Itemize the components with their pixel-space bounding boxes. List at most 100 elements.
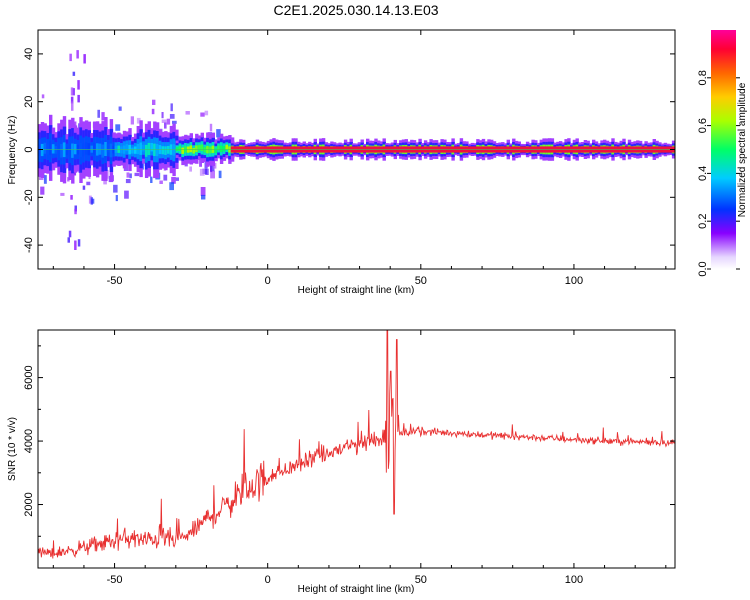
band-cell [93, 142, 97, 155]
noise-speck [126, 172, 130, 178]
noise-streak [70, 195, 73, 200]
noise-speck [125, 179, 131, 184]
band-cell [219, 145, 224, 153]
spec-y-tick-label: 20 [23, 96, 35, 108]
band-cell [189, 145, 193, 153]
noise-streak [72, 88, 75, 96]
noise-streak [67, 237, 70, 243]
noise-speck [152, 99, 156, 105]
noise-speck [175, 177, 179, 181]
colorbar-tick-label: 0.6 [697, 118, 709, 133]
noise-speck [189, 166, 192, 172]
noise-streak [72, 71, 76, 76]
noise-speck [113, 184, 118, 193]
noise-speck [163, 174, 168, 181]
band-cell [214, 148, 218, 154]
colorbar-tick-label: 0.2 [697, 214, 709, 229]
noise-speck [90, 197, 93, 205]
noise-streak [68, 230, 72, 238]
band-cell [106, 143, 111, 153]
band-cell [82, 143, 86, 157]
spec-x-tick-label: 50 [415, 275, 427, 287]
snr-y-tick-label: 4000 [23, 429, 35, 453]
band-cell [197, 145, 202, 151]
noise-speck [161, 112, 164, 119]
band-cell [131, 147, 135, 154]
noise-speck [161, 119, 167, 123]
noise-speck [124, 190, 129, 199]
snr-x-tick-label: 100 [565, 574, 583, 586]
noise-streak [77, 80, 80, 90]
noise-speck [101, 112, 105, 121]
noise-speck [216, 129, 221, 138]
band-cell [57, 143, 61, 155]
noise-speck [60, 192, 65, 196]
colorbar-tick-label: 0.8 [697, 70, 709, 85]
spec-y-tick-label: -40 [23, 237, 35, 253]
spectrogram-xlabel: Height of straight line (km) [298, 285, 415, 296]
band-cell [125, 144, 129, 152]
snr-plot [38, 330, 675, 559]
noise-speck [210, 165, 215, 172]
band-cell [79, 142, 83, 158]
noise-streak [74, 205, 77, 212]
band-cell [71, 143, 75, 158]
noise-speck [115, 124, 121, 131]
band-cell [222, 146, 227, 152]
band-cell [195, 145, 199, 153]
noise-speck [41, 94, 45, 99]
band-cell [192, 148, 196, 154]
noise-streak [74, 240, 77, 250]
band-cell [155, 144, 160, 157]
snr-ylabel: SNR (10 * v/v) [7, 417, 18, 481]
spec-x-tick-label: 100 [565, 275, 583, 287]
band-cell [181, 147, 185, 154]
noise-speck [199, 168, 205, 176]
noise-speck [134, 172, 140, 177]
band-cell [178, 146, 182, 152]
noise-speck [150, 176, 153, 183]
noise-speck [169, 182, 174, 191]
noise-speck [97, 109, 100, 118]
band-cell [51, 144, 56, 154]
band-cell [164, 146, 168, 155]
snr-x-tick-label: -50 [107, 574, 123, 586]
spectrogram-plot [38, 50, 675, 250]
noise-streak [70, 96, 74, 104]
snr-y-tick-label: 6000 [23, 365, 35, 389]
noise-speck [159, 180, 163, 184]
band-cell [200, 144, 204, 152]
noise-speck [170, 103, 173, 112]
noise-speck [210, 163, 213, 173]
noise-streak [73, 171, 77, 176]
snr-axes: -50 0 50 100 2000 4000 6000 [23, 330, 675, 586]
noise-speck [88, 195, 92, 204]
chart-title: C2E1.2025.030.14.13.E03 [273, 2, 439, 18]
noise-speck [204, 110, 209, 116]
noise-speck [164, 122, 167, 129]
band-cell [49, 140, 53, 156]
noise-streak [77, 239, 81, 247]
band-cell [60, 144, 64, 158]
noise-speck [43, 175, 47, 184]
noise-speck [210, 170, 215, 179]
band-cell [84, 142, 89, 155]
noise-speck [172, 120, 177, 124]
noise-streak [82, 185, 86, 190]
colorbar-tick-label: 0.4 [697, 166, 709, 181]
colorbar-tick-label: 0.0 [697, 261, 709, 276]
band-cell [65, 147, 69, 155]
noise-speck [115, 195, 118, 202]
noise-speck [118, 106, 122, 111]
spec-y-tick-label: -20 [23, 189, 35, 205]
snr-xlabel: Height of straight line (km) [298, 584, 415, 595]
band-cell [225, 144, 229, 150]
noise-streak [77, 94, 80, 103]
noise-speck [201, 194, 206, 200]
band-cell [104, 142, 108, 156]
noise-speck [166, 118, 171, 125]
band-cell [43, 142, 47, 154]
spectrogram-ylabel: Frequency (Hz) [7, 116, 18, 185]
noise-speck [205, 168, 209, 175]
noise-streak [69, 53, 72, 62]
